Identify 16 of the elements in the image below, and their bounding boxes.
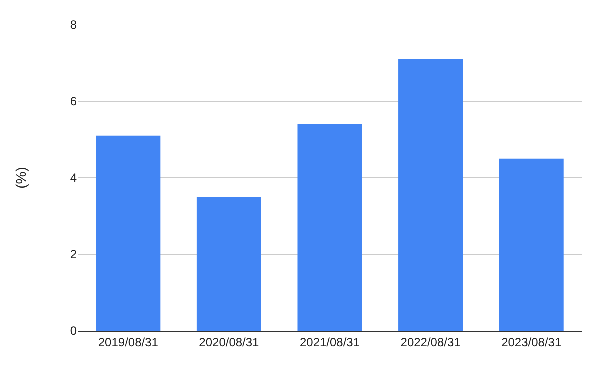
- x-tick-label: 2023/08/31: [502, 335, 562, 350]
- y-tick-label: 0: [70, 324, 78, 338]
- y-tick-label: 4: [70, 171, 78, 186]
- x-tick-label: 2020/08/31: [199, 335, 260, 350]
- bar: [96, 136, 161, 331]
- y-axis-title: (%): [12, 167, 29, 189]
- bar: [196, 197, 262, 331]
- x-tick-label: 2022/08/31: [400, 335, 462, 350]
- y-tick-label: 8: [70, 18, 78, 32]
- x-tick-label: 2021/08/31: [300, 335, 360, 350]
- y-tick-label: 2: [70, 248, 78, 262]
- x-tick-label: 2019/08/31: [98, 335, 159, 350]
- bar: [298, 124, 362, 331]
- y-tick-label: 6: [70, 94, 78, 109]
- bar: [499, 158, 564, 331]
- bar: [398, 59, 464, 331]
